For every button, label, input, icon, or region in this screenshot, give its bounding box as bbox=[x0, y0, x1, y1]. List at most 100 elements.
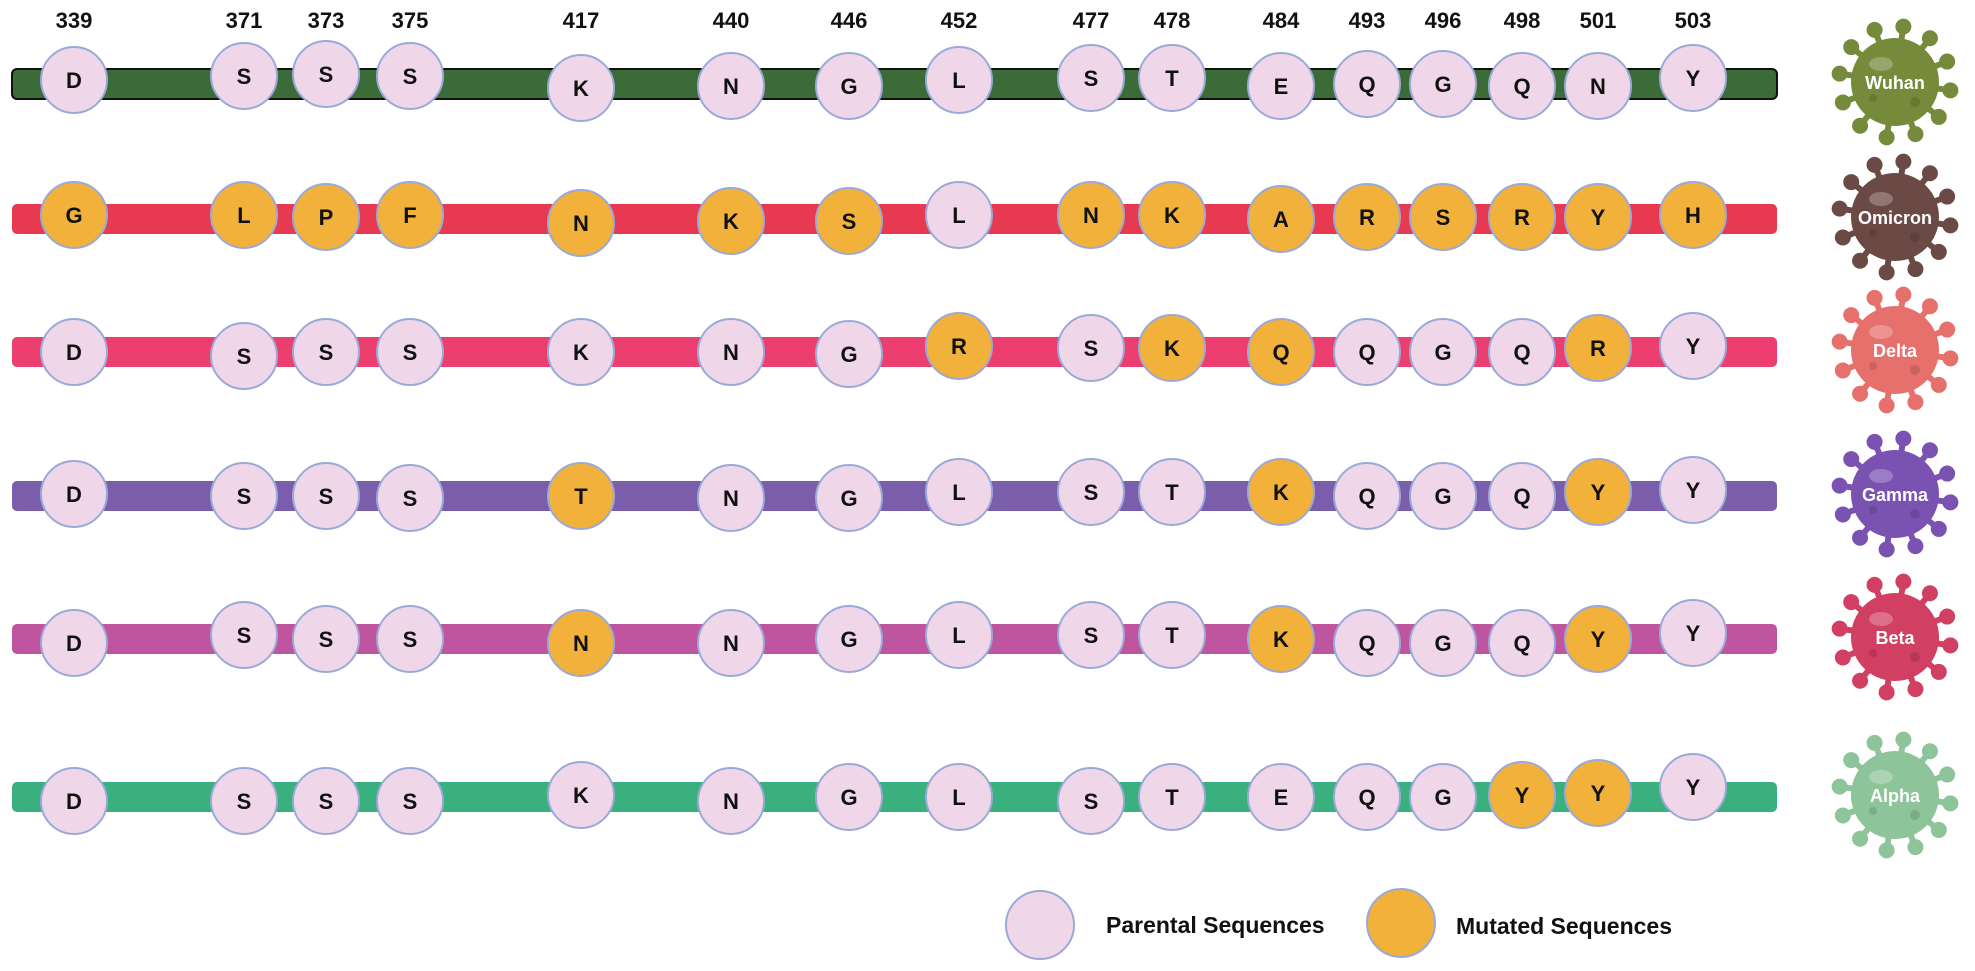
residue-letter: S bbox=[1084, 336, 1099, 361]
parental-residue bbox=[547, 318, 615, 386]
legend: Parental Sequences Mutated Sequences bbox=[1005, 888, 1672, 960]
residue-letter: T bbox=[1165, 66, 1179, 91]
residue-letter: S bbox=[1084, 66, 1099, 91]
residue-letter: G bbox=[1434, 340, 1451, 365]
mutated-residue bbox=[1247, 185, 1315, 253]
residue-letter: Q bbox=[1513, 74, 1530, 99]
residue-letter: S bbox=[1084, 623, 1099, 648]
residue-letter: N bbox=[1083, 203, 1099, 228]
residue-letter: N bbox=[723, 631, 739, 656]
parental-residue bbox=[1409, 462, 1477, 530]
parental-residue bbox=[815, 52, 883, 120]
position-label-446: 446 bbox=[831, 8, 868, 33]
residue-letter: Q bbox=[1358, 631, 1375, 656]
parental-residue bbox=[1138, 763, 1206, 831]
residue-letter: N bbox=[723, 340, 739, 365]
residue-letter: N bbox=[1590, 74, 1606, 99]
parental-residue bbox=[292, 767, 360, 835]
residue-letter: R bbox=[1359, 205, 1375, 230]
residue-letter: G bbox=[65, 203, 82, 228]
residue-letter: D bbox=[66, 68, 82, 93]
parental-residue bbox=[1409, 318, 1477, 386]
parental-residue bbox=[1409, 763, 1477, 831]
mutated-residue bbox=[1659, 181, 1727, 249]
mutated-residue bbox=[547, 609, 615, 677]
parental-residue bbox=[697, 767, 765, 835]
mutated-residue bbox=[1564, 183, 1632, 251]
parental-residue bbox=[925, 763, 993, 831]
residue-letter: S bbox=[403, 627, 418, 652]
residue-letter: N bbox=[573, 631, 589, 656]
parental-residue bbox=[1409, 609, 1477, 677]
position-label-478: 478 bbox=[1154, 8, 1191, 33]
legend-parental-label: Parental Sequences bbox=[1106, 912, 1325, 938]
legend-parental-swatch bbox=[1005, 890, 1075, 960]
parental-residue bbox=[40, 767, 108, 835]
residue-letter: D bbox=[66, 340, 82, 365]
residue-letter: K bbox=[1273, 627, 1289, 652]
parental-residue bbox=[40, 318, 108, 386]
residue-letter: A bbox=[1273, 207, 1289, 232]
mutated-residue bbox=[40, 181, 108, 249]
residue-letter: L bbox=[952, 203, 965, 228]
virus-icon bbox=[1831, 430, 1959, 558]
parental-residue bbox=[697, 52, 765, 120]
residue-letter: T bbox=[1165, 480, 1179, 505]
residue-letter: Y bbox=[1686, 478, 1701, 503]
variant-name: Gamma bbox=[1862, 485, 1929, 505]
virus-icon bbox=[1831, 286, 1959, 414]
residue-letter: Y bbox=[1686, 775, 1701, 800]
residue-letter: L bbox=[952, 623, 965, 648]
parental-residue bbox=[210, 462, 278, 530]
position-label-477: 477 bbox=[1073, 8, 1110, 33]
parental-residue bbox=[1138, 458, 1206, 526]
legend-mutated-swatch bbox=[1366, 888, 1436, 958]
residue-letter: S bbox=[403, 340, 418, 365]
residue-letter: Q bbox=[1513, 631, 1530, 656]
residue-letter: Y bbox=[1686, 621, 1701, 646]
parental-residue bbox=[1333, 50, 1401, 118]
parental-residue bbox=[1488, 52, 1556, 120]
residue-letter: G bbox=[1434, 631, 1451, 656]
residue-letter: Q bbox=[1358, 785, 1375, 810]
variant-row-beta: D S S S N N G L S T K Q G Q Y Y Beta bbox=[12, 573, 1959, 701]
parental-residue bbox=[292, 462, 360, 530]
parental-residue bbox=[925, 458, 993, 526]
residue-letter: S bbox=[237, 64, 252, 89]
mutated-residue bbox=[376, 181, 444, 249]
position-label-339: 339 bbox=[56, 8, 93, 33]
parental-residue bbox=[1409, 50, 1477, 118]
residue-letter: Q bbox=[1272, 340, 1289, 365]
residue-letter: Y bbox=[1591, 627, 1606, 652]
residue-letter: D bbox=[66, 631, 82, 656]
residue-letter: S bbox=[319, 627, 334, 652]
parental-residue bbox=[40, 460, 108, 528]
residue-letter: L bbox=[237, 203, 250, 228]
variant-name: Delta bbox=[1873, 341, 1918, 361]
mutated-residue bbox=[1564, 605, 1632, 673]
parental-residue bbox=[1333, 462, 1401, 530]
residue-letter: Y bbox=[1686, 334, 1701, 359]
parental-residue bbox=[292, 40, 360, 108]
parental-residue bbox=[40, 46, 108, 114]
residue-letter: S bbox=[842, 209, 857, 234]
parental-residue bbox=[292, 605, 360, 673]
residue-letter: S bbox=[1084, 789, 1099, 814]
mutated-residue bbox=[1333, 183, 1401, 251]
residue-letter: L bbox=[952, 785, 965, 810]
position-label-493: 493 bbox=[1349, 8, 1386, 33]
parental-residue bbox=[210, 767, 278, 835]
residue-letter: N bbox=[723, 486, 739, 511]
parental-residue bbox=[815, 763, 883, 831]
parental-residue bbox=[1659, 599, 1727, 667]
parental-residue bbox=[697, 318, 765, 386]
residue-letter: N bbox=[723, 74, 739, 99]
residue-letter: Q bbox=[1513, 340, 1530, 365]
residue-letter: Y bbox=[1591, 480, 1606, 505]
residue-letter: Y bbox=[1591, 781, 1606, 806]
residue-letter: T bbox=[1165, 785, 1179, 810]
residue-letter: K bbox=[1164, 203, 1180, 228]
mutated-residue bbox=[697, 187, 765, 255]
virus-icon bbox=[1831, 731, 1959, 859]
